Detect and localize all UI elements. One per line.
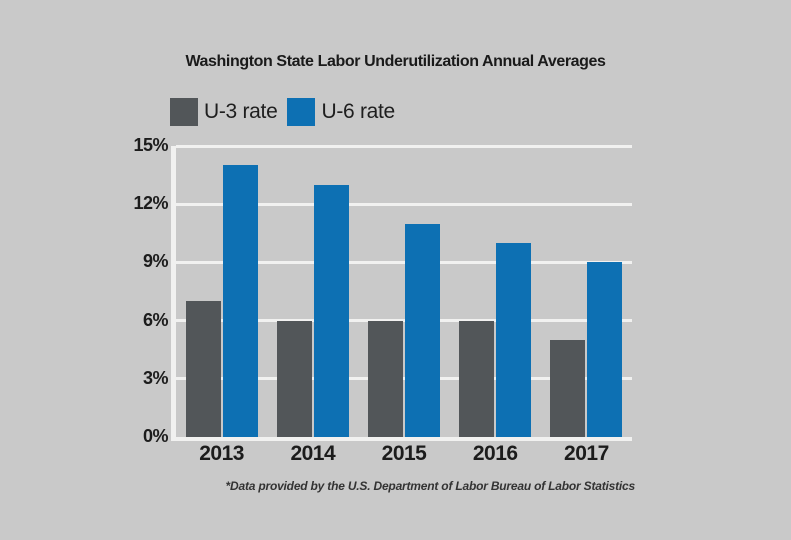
bar-group-2017 [541, 146, 632, 437]
y-tick-label: 3% [142, 367, 169, 388]
legend: U-3 rate U-6 rate [170, 98, 395, 126]
u3-rate-legend-label: U-3 rate [204, 100, 278, 123]
bar-groups [176, 146, 632, 437]
x-tick-label: 2015 [381, 442, 427, 465]
x-axis-line [171, 437, 632, 441]
bar-u6-2013 [222, 165, 258, 437]
u6-rate-legend-label: U-6 rate [321, 100, 395, 123]
u3-rate-swatch [170, 98, 198, 126]
bar-u3-2016 [459, 320, 495, 437]
gridline [176, 202, 632, 206]
x-axis-labels: 2013 2014 2015 2016 2017 [176, 442, 632, 466]
x-tick-label: 2017 [564, 442, 609, 465]
bar-u6-2016 [496, 243, 532, 437]
bar-u6-2017 [587, 262, 623, 437]
gridline [176, 319, 632, 323]
bar-u3-2013 [185, 301, 221, 437]
x-tick-label: 2013 [199, 442, 244, 465]
y-tick-label: 0% [142, 426, 169, 446]
x-tick-label: 2014 [290, 442, 336, 465]
bar-group-2015 [358, 146, 449, 437]
y-tick-label: 15% [133, 135, 168, 155]
bar-u3-2017 [550, 340, 586, 437]
bar-group-2013 [176, 146, 267, 437]
footnote: *Data provided by the U.S. Department of… [225, 479, 636, 493]
x-tick-label: 2016 [472, 442, 518, 465]
gridline [176, 260, 632, 264]
y-tick-label: 6% [142, 309, 169, 330]
u6-rate-swatch [287, 98, 316, 126]
bar-group-2016 [450, 146, 541, 437]
plot-area [176, 144, 632, 437]
y-tick-label: 12% [133, 193, 168, 214]
gridline [176, 144, 632, 148]
legend-item-u6: U-6 rate [287, 98, 395, 126]
bar-u6-2014 [313, 184, 349, 437]
gridline [176, 377, 632, 381]
legend-item-u3: U-3 rate [170, 98, 278, 126]
bar-group-2014 [267, 146, 358, 437]
chart-title: Washington State Labor Underutilization … [185, 53, 606, 70]
bar-u6-2015 [405, 223, 440, 437]
y-axis-line [171, 146, 176, 441]
bar-u3-2015 [368, 320, 403, 437]
y-tick-label: 9% [142, 251, 169, 272]
bar-u3-2014 [276, 320, 312, 437]
